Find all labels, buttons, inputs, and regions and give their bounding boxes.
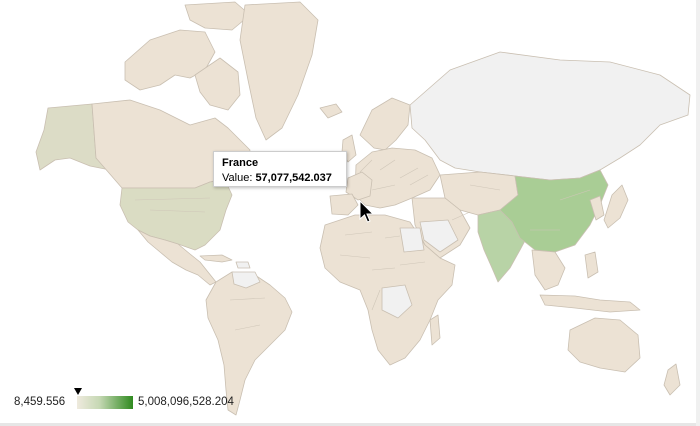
region-united-states[interactable] xyxy=(119,179,233,251)
region-spain[interactable] xyxy=(329,193,359,216)
legend-value-marker-icon xyxy=(74,388,82,395)
region-madagascar[interactable] xyxy=(429,314,441,346)
region-new-zealand[interactable] xyxy=(663,363,681,396)
region-korea[interactable] xyxy=(589,195,605,221)
tooltip-country-name: France xyxy=(222,157,259,169)
region-europe[interactable] xyxy=(354,147,441,209)
region-ellesmere[interactable] xyxy=(184,1,251,31)
region-south-america[interactable] xyxy=(205,271,293,416)
region-drc[interactable] xyxy=(381,284,413,319)
region-indonesia[interactable] xyxy=(539,294,641,313)
region-australia[interactable] xyxy=(567,317,641,373)
region-venezuela[interactable] xyxy=(231,271,261,289)
map-tooltip: France Value: 57,077,542.037 xyxy=(213,151,347,187)
tooltip-value-row: Value: 57,077,542.037 xyxy=(222,171,346,186)
horizontal-scrollbar[interactable] xyxy=(0,423,696,426)
region-southeast-asia[interactable] xyxy=(531,249,566,291)
region-cuba[interactable] xyxy=(199,254,233,263)
vertical-scrollbar[interactable] xyxy=(696,0,700,426)
region-hispaniola[interactable] xyxy=(235,261,251,269)
region-france[interactable] xyxy=(345,171,373,201)
region-iceland[interactable] xyxy=(319,103,343,119)
region-russia[interactable] xyxy=(409,51,691,181)
region-japan[interactable] xyxy=(603,184,629,229)
region-baffin-island[interactable] xyxy=(194,57,241,111)
region-scandinavia[interactable] xyxy=(359,97,411,151)
tooltip-value: 57,077,542.037 xyxy=(255,172,332,184)
mouse-pointer-icon xyxy=(359,200,375,223)
region-philippines[interactable] xyxy=(584,251,599,279)
region-saudi-arabia[interactable] xyxy=(419,219,459,253)
tooltip-value-label: Value: xyxy=(222,172,253,184)
region-egypt[interactable] xyxy=(399,227,425,253)
border-lines xyxy=(134,159,591,331)
region-greenland[interactable] xyxy=(239,1,319,141)
legend-gradient-bar xyxy=(77,396,133,409)
legend-min-label: 8,459.556 xyxy=(14,396,66,408)
legend-max-label: 5,008,096,528.204 xyxy=(138,396,234,408)
